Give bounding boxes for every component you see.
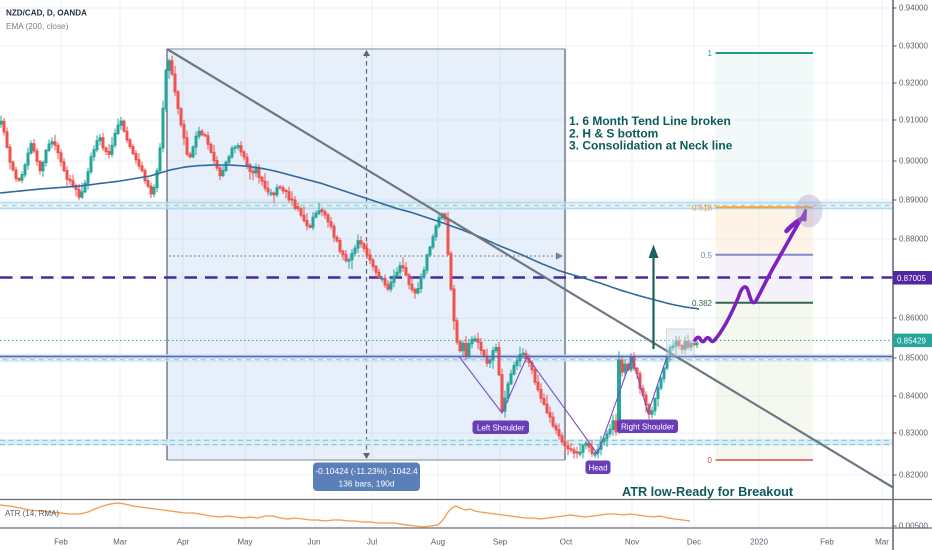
- svg-text:0.90000: 0.90000: [899, 157, 928, 166]
- svg-text:Mar: Mar: [113, 538, 127, 547]
- svg-text:0.618: 0.618: [692, 203, 713, 212]
- svg-text:ATR (14, RMA): ATR (14, RMA): [5, 509, 59, 518]
- svg-text:Feb: Feb: [54, 538, 68, 547]
- svg-text:0.94000: 0.94000: [899, 4, 928, 13]
- svg-text:0.00500: 0.00500: [899, 522, 928, 531]
- svg-text:1: 1: [708, 49, 713, 58]
- svg-text:Nov: Nov: [625, 538, 639, 547]
- svg-text:0.88000: 0.88000: [899, 235, 928, 244]
- svg-text:Aug: Aug: [431, 538, 445, 547]
- svg-text:Sep: Sep: [493, 538, 508, 547]
- svg-text:Dec: Dec: [687, 538, 701, 547]
- svg-text:2020: 2020: [750, 538, 768, 547]
- svg-text:Jul: Jul: [367, 538, 377, 547]
- svg-text:0.84000: 0.84000: [899, 392, 928, 401]
- svg-text:0.87005: 0.87005: [897, 274, 926, 283]
- svg-text:0.85429: 0.85429: [897, 337, 926, 346]
- svg-text:ATR low-Ready for Breakout: ATR low-Ready for Breakout: [622, 485, 794, 499]
- svg-text:Right Shoulder: Right Shoulder: [621, 422, 674, 431]
- svg-text:0.89000: 0.89000: [899, 196, 928, 205]
- svg-text:0: 0: [708, 456, 713, 465]
- svg-text:Mar: Mar: [875, 538, 889, 547]
- svg-text:Jun: Jun: [308, 538, 321, 547]
- svg-text:0.92000: 0.92000: [899, 79, 928, 88]
- svg-text:0.85000: 0.85000: [899, 354, 928, 363]
- svg-text:Feb: Feb: [820, 538, 834, 547]
- svg-text:0.91000: 0.91000: [899, 116, 928, 125]
- svg-text:-0.10424 (-11.23%) -1042.4: -0.10424 (-11.23%) -1042.4: [315, 466, 418, 476]
- svg-text:May: May: [237, 538, 252, 547]
- svg-text:2. H & S bottom: 2. H & S bottom: [569, 126, 658, 140]
- svg-text:0.382: 0.382: [692, 299, 713, 308]
- svg-text:Head: Head: [588, 463, 607, 472]
- svg-text:EMA (200, close): EMA (200, close): [6, 22, 69, 31]
- svg-text:0.82000: 0.82000: [899, 471, 928, 480]
- svg-text:0.93000: 0.93000: [899, 42, 928, 51]
- svg-text:Oct: Oct: [560, 538, 573, 547]
- svg-text:Left Shoulder: Left Shoulder: [477, 423, 525, 432]
- svg-text:136 bars, 190d: 136 bars, 190d: [339, 479, 395, 489]
- svg-text:1. 6 Month Tend Line broken: 1. 6 Month Tend Line broken: [569, 114, 731, 128]
- svg-text:0.83000: 0.83000: [899, 429, 928, 438]
- svg-text:0.5: 0.5: [701, 251, 713, 260]
- svg-text:NZD/CAD, D, OANDA: NZD/CAD, D, OANDA: [6, 9, 87, 18]
- svg-text:0.86000: 0.86000: [899, 314, 928, 323]
- svg-text:3. Consolidation at Neck line: 3. Consolidation at Neck line: [569, 139, 733, 153]
- svg-text:Apr: Apr: [177, 538, 190, 547]
